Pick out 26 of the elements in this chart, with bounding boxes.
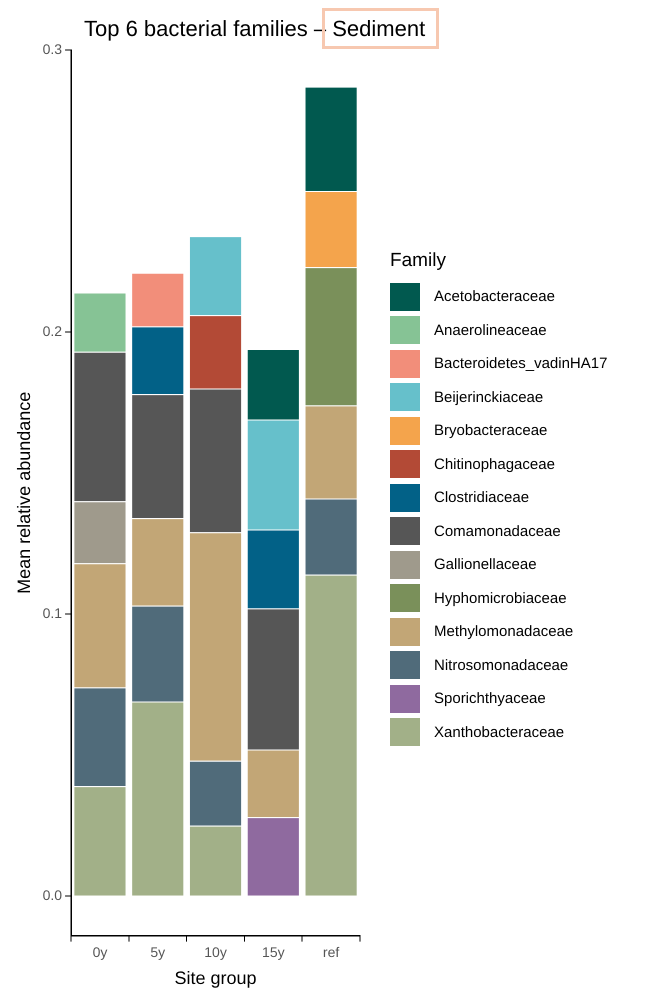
legend-label: Nitrosomonadaceae (434, 656, 568, 674)
legend-label: Xanthobacteraceae (434, 724, 564, 741)
legend-label: Beijerinckiaceae (434, 388, 544, 406)
legend-label: Chitinophagaceae (434, 456, 555, 473)
x-tick-label: 15y (262, 944, 285, 960)
legend-label: Comamonadaceae (434, 522, 561, 540)
legend-label: Sporichthyaceae (434, 690, 546, 708)
y-axis-title: Mean relative abundance (14, 392, 34, 594)
y-tick-label: 0.3 (42, 40, 62, 57)
legend-label: Gallionellaceae (434, 556, 537, 574)
legend-label: Acetobacteraceae (434, 288, 555, 306)
x-tick-label: 10y (204, 944, 227, 960)
x-axis-title: Site group (174, 968, 257, 988)
x-tick-label: 5y (150, 944, 166, 960)
legend-label: Methylomonadaceae (434, 623, 574, 640)
legend-title: Family (390, 250, 447, 272)
legend-label: Hyphomicrobiaceae (434, 590, 567, 607)
legend-label: Clostridiaceae (434, 489, 530, 506)
legend-label: Anaerolineaceae (434, 322, 547, 339)
x-tick-label: 0y (92, 944, 108, 960)
y-tick-label: 0.0 (42, 886, 62, 903)
legend-label: Bryobacteraceae (434, 422, 548, 440)
x-tick-label: ref (322, 944, 340, 960)
legend-label: Bacteroidetes_vadinHA17 (434, 355, 608, 372)
y-tick-label: 0.2 (42, 322, 62, 339)
y-tick-label: 0.1 (42, 604, 62, 621)
